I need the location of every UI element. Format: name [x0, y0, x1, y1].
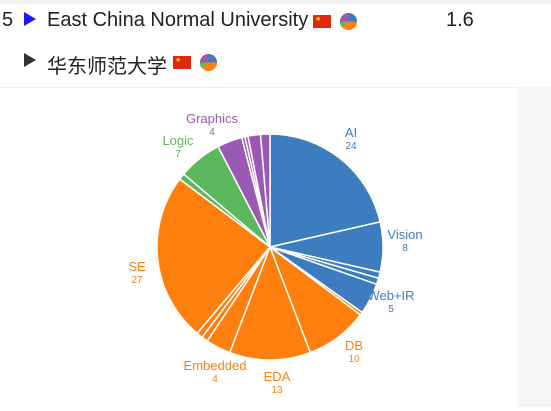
slice-count: 4	[209, 127, 215, 138]
score-value: 1.6	[446, 9, 474, 31]
ranking-row[interactable]: 5 East China Normal University ★ 1.6	[0, 0, 551, 40]
slice-count: 24	[345, 141, 357, 152]
slice-count: 8	[402, 243, 408, 254]
triangle-right-icon[interactable]	[24, 53, 36, 67]
china-flag-icon: ★	[313, 15, 331, 28]
slice-count: 10	[348, 354, 360, 365]
slice-count: 13	[271, 385, 283, 396]
institution-name-chinese[interactable]: 华东师范大学	[47, 56, 167, 78]
slice-label: Graphics	[186, 111, 239, 126]
pie-chart-icon[interactable]	[199, 53, 218, 72]
pie-slice-eda	[228, 244, 312, 361]
slice-label: Vision	[387, 227, 422, 242]
slice-count: 7	[175, 149, 181, 160]
slice-count: 27	[131, 275, 143, 286]
side-panel	[518, 87, 551, 407]
top-divider	[0, 0, 551, 4]
china-flag-icon: ★	[173, 56, 191, 69]
slice-label: Logic	[162, 133, 194, 148]
ranking-subrow[interactable]: 华东师范大学 ★	[0, 41, 551, 81]
triangle-right-icon[interactable]	[24, 12, 36, 26]
slice-label: SE	[128, 259, 146, 274]
pie-chart-icon[interactable]	[339, 12, 358, 31]
slice-label: Web+IR	[367, 288, 414, 303]
pie-slice-se	[156, 178, 272, 335]
institution-name[interactable]: East China Normal University	[47, 9, 309, 31]
slice-count: 5	[388, 304, 394, 315]
area-pie-chart: AI24Vision8Web+IR5DB10EDA13Embedded4SE27…	[128, 111, 422, 396]
slice-label: EDA	[264, 369, 291, 384]
pie-slice-ai	[269, 133, 382, 248]
rank-number: 5	[2, 9, 14, 31]
slice-count: 4	[212, 374, 218, 385]
slice-label: AI	[345, 125, 357, 140]
slice-label: Embedded	[184, 358, 247, 373]
pie-slice	[259, 133, 271, 248]
slice-label: DB	[345, 338, 363, 353]
